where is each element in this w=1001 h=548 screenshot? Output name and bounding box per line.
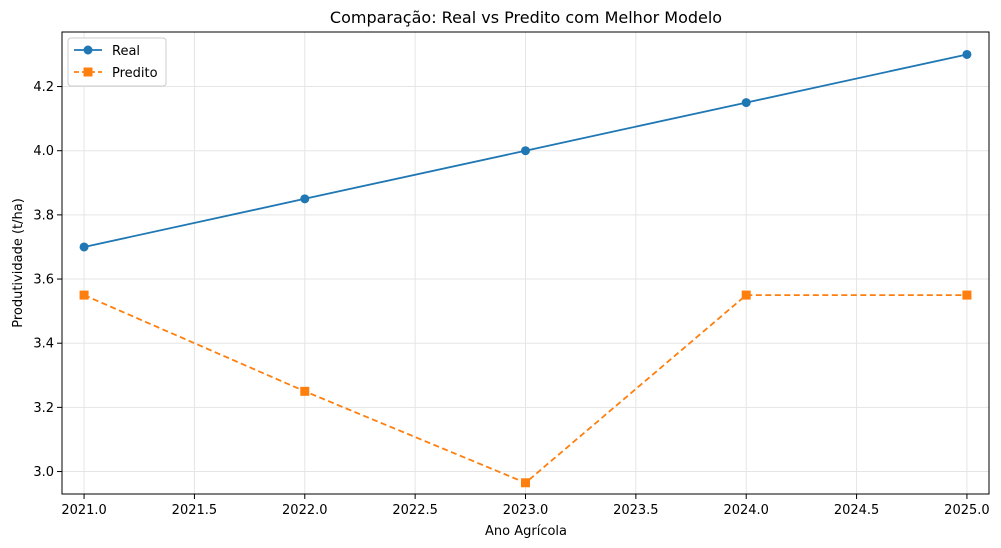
data-point-real — [962, 49, 972, 59]
legend-real-label: Real — [112, 44, 140, 59]
x-tick-label: 2025.0 — [944, 503, 990, 518]
legend-predito-marker — [83, 67, 93, 77]
data-point-real — [79, 242, 89, 252]
data-point-real — [300, 194, 310, 204]
chart-title: Comparação: Real vs Predito com Melhor M… — [330, 8, 722, 27]
x-tick-label: 2024.0 — [723, 503, 769, 518]
legend-real-marker — [83, 45, 93, 55]
data-point-real — [741, 98, 751, 108]
x-tick-label: 2023.0 — [503, 503, 549, 518]
x-tick-label: 2024.5 — [834, 503, 880, 518]
x-axis-title: Ano Agrícola — [485, 524, 567, 539]
data-point-predito — [741, 290, 751, 300]
legend: Real Predito — [67, 37, 167, 87]
x-tick-label: 2021.0 — [61, 503, 107, 518]
y-tick-label: 3.2 — [33, 401, 54, 416]
y-axis-title: Produtividade (t/ha) — [11, 198, 26, 328]
y-tick-label: 3.4 — [33, 337, 54, 352]
series-layer — [79, 49, 972, 488]
x-tick-label: 2023.5 — [613, 503, 659, 518]
data-point-predito — [79, 290, 89, 300]
y-tick-label: 3.6 — [33, 273, 54, 288]
y-axis: 3.0 3.2 3.4 3.6 3.8 4.0 4.2 — [33, 80, 62, 480]
y-tick-label: 3.0 — [33, 465, 54, 480]
legend-predito-label: Predito — [112, 66, 158, 81]
x-tick-label: 2021.5 — [172, 503, 218, 518]
data-point-real — [521, 146, 530, 156]
data-point-predito — [962, 290, 972, 300]
x-axis: 2021.0 2021.5 2022.0 2022.5 2023.0 2023.5 2024… — [61, 494, 990, 518]
x-tick-label: 2022.0 — [282, 503, 328, 518]
x-tick-label: 2022.5 — [392, 503, 438, 518]
data-point-predito — [521, 478, 530, 488]
y-tick-label: 4.2 — [33, 80, 54, 95]
y-tick-label: 3.8 — [33, 208, 54, 223]
y-tick-label: 4.0 — [33, 144, 54, 159]
data-point-predito — [300, 386, 310, 396]
